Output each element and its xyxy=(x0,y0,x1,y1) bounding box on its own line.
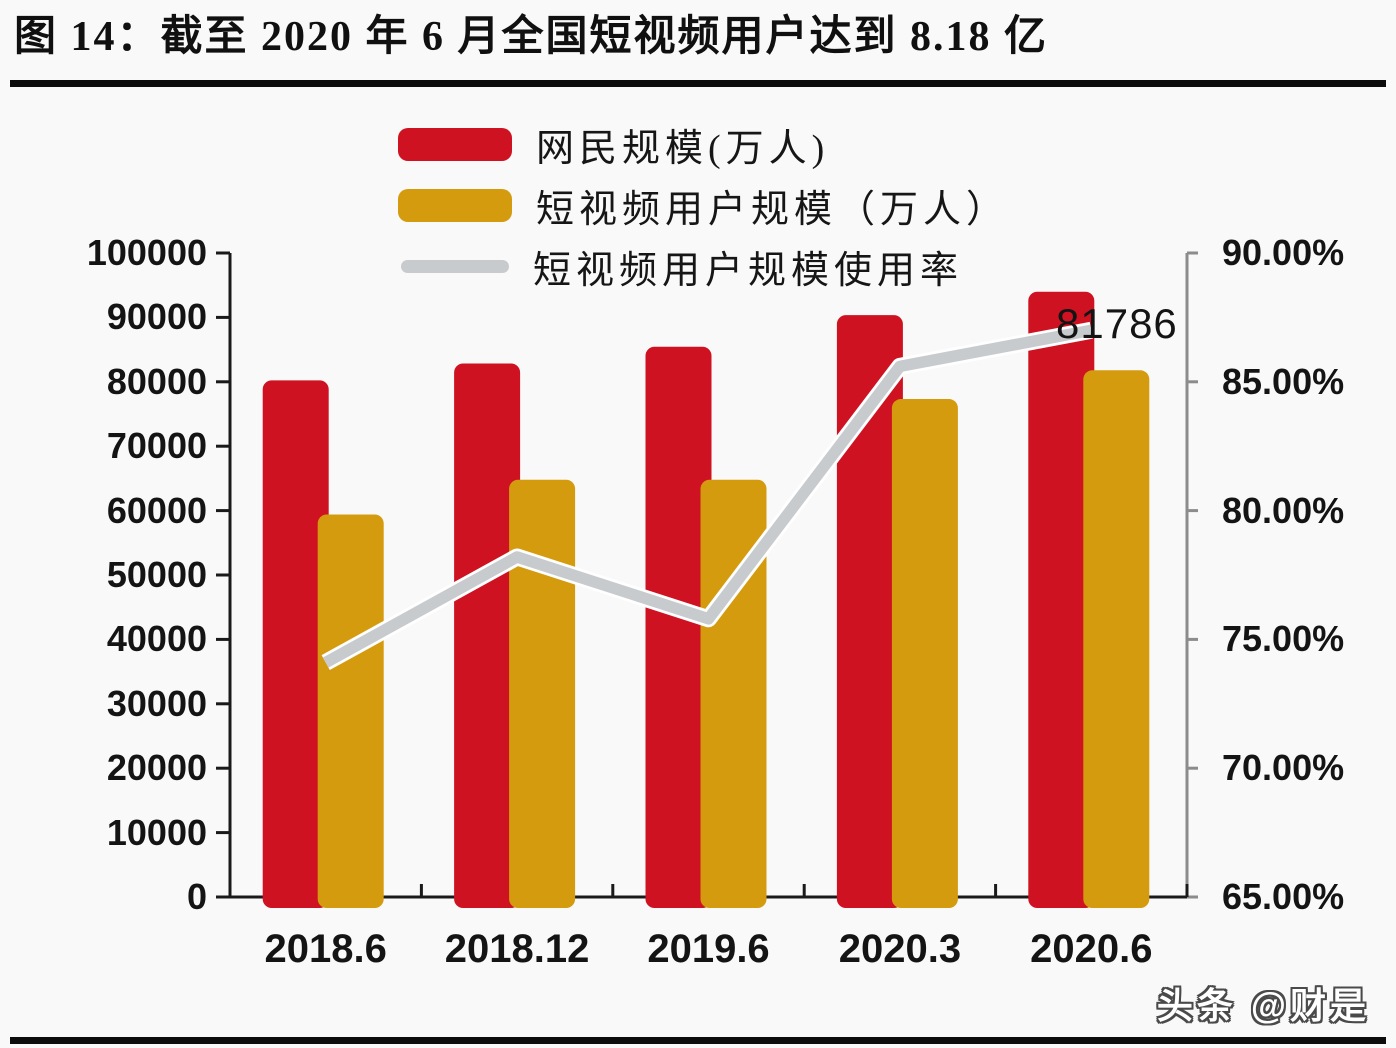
bar-netizens xyxy=(1028,291,1095,908)
y2-axis-tick-label: 80.00% xyxy=(1222,489,1345,531)
bar-shortvideo-users xyxy=(891,399,958,908)
bar-netizens xyxy=(645,346,712,908)
legend-bar-swatch-red xyxy=(398,127,512,161)
title-divider-line xyxy=(10,80,1386,87)
y2-axis-tick-label: 65.00% xyxy=(1222,876,1345,917)
legend-label: 短视频用户规模使用率 xyxy=(533,249,964,292)
legend-item-shortvideo-users: 短视频用户规模（万人） xyxy=(398,185,1009,231)
y-axis-tick-label: 10000 xyxy=(106,811,207,853)
bar-netizens xyxy=(262,380,329,908)
y2-axis-tick-label: 85.00% xyxy=(1222,360,1345,402)
legend-item-usage-rate: 短视频用户规模使用率 xyxy=(398,246,1009,292)
bar-shortvideo-users xyxy=(700,479,767,908)
y-axis-tick-label: 30000 xyxy=(106,682,207,724)
data-label-81786: 81786 xyxy=(1056,300,1178,347)
bar-netizens xyxy=(836,315,903,909)
x-axis-tick-label: 2020.3 xyxy=(838,927,962,971)
x-axis-tick-label: 2019.6 xyxy=(647,927,770,971)
y-axis-tick-label: 70000 xyxy=(106,425,207,467)
x-axis-tick-label: 2018.12 xyxy=(444,927,590,971)
bottom-divider-line xyxy=(10,1037,1386,1044)
y-axis-tick-label: 60000 xyxy=(106,489,207,531)
legend-line-swatch-gray xyxy=(401,259,509,273)
y-axis-tick-label: 0 xyxy=(186,876,207,917)
y-axis-tick-label: 50000 xyxy=(106,554,207,595)
y2-axis-tick-label: 90.00% xyxy=(1222,232,1345,273)
bar-shortvideo-users xyxy=(1083,370,1150,908)
y-axis-tick-label: 80000 xyxy=(106,360,207,402)
y-axis-tick-label: 40000 xyxy=(106,618,207,660)
bar-netizens xyxy=(454,363,521,908)
y2-axis-tick-label: 70.00% xyxy=(1222,747,1345,789)
usage-rate-line xyxy=(322,324,1093,668)
bar-shortvideo-users xyxy=(509,479,576,908)
y2-axis-tick-label: 75.00% xyxy=(1222,618,1345,660)
legend-item-netizens: 网民规模(万人) xyxy=(398,124,1009,170)
legend-bar-swatch-gold xyxy=(398,188,512,222)
y-axis-tick-label: 100000 xyxy=(86,232,207,273)
x-axis-tick-label: 2020.6 xyxy=(1030,927,1153,971)
x-axis-tick-label: 2018.6 xyxy=(264,927,387,971)
legend-label: 网民规模(万人) xyxy=(536,127,830,170)
y-axis-tick-label: 90000 xyxy=(106,296,207,338)
chart-legend: 网民规模(万人) 短视频用户规模（万人） 短视频用户规模使用率 xyxy=(398,124,1009,307)
figure-title: 图 14：截至 2020 年 6 月全国短视频用户达到 8.18 亿 xyxy=(14,14,1049,60)
y-axis-tick-label: 20000 xyxy=(106,747,207,789)
legend-label: 短视频用户规模（万人） xyxy=(536,188,1010,231)
watermark-toutiao: 头条 @财是 xyxy=(1156,985,1370,1026)
bar-shortvideo-users xyxy=(317,514,384,908)
